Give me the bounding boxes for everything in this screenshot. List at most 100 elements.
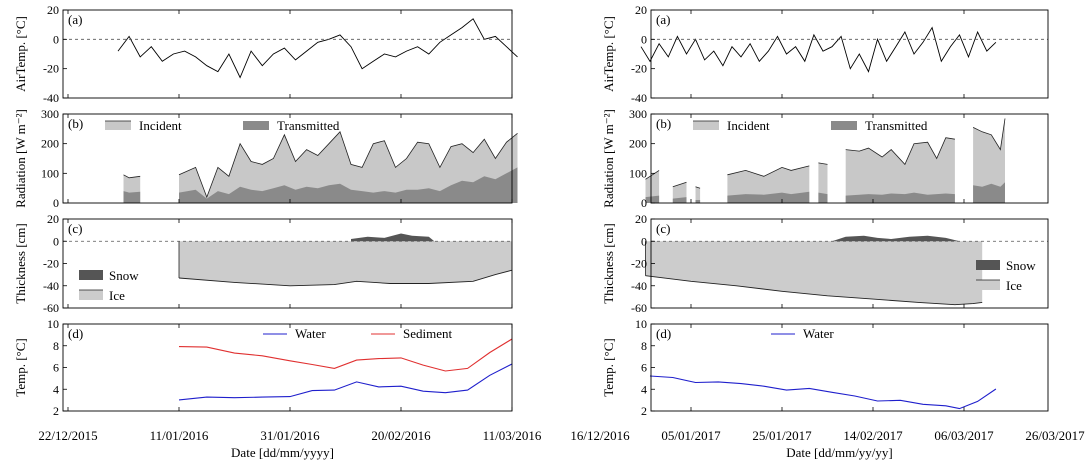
incident-area-segment bbox=[727, 165, 810, 203]
incident-outline bbox=[845, 137, 955, 166]
panel-frame bbox=[62, 113, 513, 204]
legend-swatch-snow bbox=[79, 270, 103, 280]
snow-area bbox=[832, 235, 960, 242]
incident-outline bbox=[178, 131, 518, 199]
legend-label-ice: Ice bbox=[1006, 278, 1022, 293]
transmitted-area-segment bbox=[123, 191, 141, 203]
y-tick-label: -40 bbox=[631, 91, 647, 105]
ice-area bbox=[645, 241, 983, 305]
incident-area-segment bbox=[645, 170, 660, 203]
y-tick-label: -20 bbox=[631, 62, 647, 76]
y-tick-label: 2 bbox=[641, 404, 647, 418]
legend-label-snow: Snow bbox=[109, 268, 139, 283]
y-tick-label: 10 bbox=[635, 317, 647, 331]
y-axis-label: Temp. [°C] bbox=[601, 338, 616, 396]
legend-swatch-incident bbox=[105, 121, 131, 130]
incident-outline bbox=[123, 174, 141, 179]
ice-area bbox=[179, 241, 512, 286]
x-tick-label: 06/03/2017 bbox=[934, 428, 994, 443]
y-axis-label: AirTemp. [°C] bbox=[13, 16, 28, 92]
legend-label-ice: Ice bbox=[109, 288, 125, 303]
panel-frame bbox=[650, 9, 1049, 99]
y-tick-label: 4 bbox=[53, 382, 59, 396]
y-tick-label: 0 bbox=[53, 234, 59, 248]
y-tick-label: -20 bbox=[43, 257, 59, 271]
x-tick-label: 20/02/2016 bbox=[371, 428, 431, 443]
legend-label-water: Water bbox=[295, 326, 326, 341]
transmitted-area-segment bbox=[179, 167, 518, 203]
x-tick-label: 16/12/2016 bbox=[570, 428, 630, 443]
y-tick-label: 8 bbox=[641, 339, 647, 353]
legend-swatch-snow bbox=[976, 260, 1000, 270]
transmitted-area-segment bbox=[818, 192, 828, 203]
x-axis-label: Date [dd/mm/yyyy] bbox=[231, 445, 334, 460]
y-tick-label: 0 bbox=[641, 234, 647, 248]
legend-label-water: Water bbox=[803, 326, 834, 341]
x-tick-label: 25/01/2017 bbox=[752, 428, 812, 443]
incident-area-segment bbox=[179, 131, 518, 203]
y-tick-label: 100 bbox=[41, 166, 59, 180]
panel-d: 2 4 6 8 10 (d) Temp. [°C] Water Sediment bbox=[13, 317, 513, 418]
panel-letter: (c) bbox=[656, 221, 670, 236]
panel-a: -40 -20 0 20 (a) AirTemp. [°C] bbox=[13, 3, 518, 105]
x-tick-label: 31/01/2016 bbox=[260, 428, 320, 443]
y-tick-label: -20 bbox=[43, 62, 59, 76]
panel-b: 0 100 200 300 (b) Radiation [W m⁻²] Incident Tr… bbox=[13, 107, 518, 210]
y-tick-label: 6 bbox=[641, 361, 647, 375]
y-tick-label: -20 bbox=[631, 257, 647, 271]
y-tick-label: 300 bbox=[629, 107, 647, 121]
y-tick-label: 4 bbox=[641, 382, 647, 396]
legend-label-incident: Incident bbox=[727, 118, 770, 133]
incident-area-segment bbox=[845, 137, 955, 203]
y-tick-label: 10 bbox=[47, 317, 59, 331]
y-tick-label: -40 bbox=[43, 279, 59, 293]
legend-label-sediment: Sediment bbox=[403, 326, 452, 341]
y-tick-label: 200 bbox=[41, 137, 59, 151]
water-line bbox=[178, 363, 513, 401]
x-tick-label: 14/02/2017 bbox=[843, 428, 903, 443]
y-axis-label: Thickness [cm] bbox=[601, 223, 616, 304]
y-tick-label: -40 bbox=[43, 91, 59, 105]
y-tick-label: 6 bbox=[53, 361, 59, 375]
airtemp-line bbox=[117, 18, 518, 79]
panel-c: -60 -40 -20 0 20 (c) Thickness [cm] Snow Ice bbox=[601, 212, 1049, 315]
y-axis-label: Thickness [cm] bbox=[13, 223, 28, 304]
incident-outline bbox=[672, 181, 687, 188]
y-axis-label: AirTemp. [°C] bbox=[601, 16, 616, 92]
ice-bottom-line bbox=[178, 269, 513, 287]
incident-outline bbox=[818, 162, 828, 165]
transmitted-area-segment bbox=[645, 195, 660, 203]
incident-outline bbox=[972, 118, 1006, 151]
transmitted-area-segment bbox=[695, 200, 701, 203]
y-tick-label: -40 bbox=[631, 279, 647, 293]
y-tick-label: 200 bbox=[629, 137, 647, 151]
incident-outline bbox=[645, 170, 660, 180]
sediment-line bbox=[178, 338, 513, 372]
y-tick-label: 8 bbox=[53, 339, 59, 353]
panel-letter: (b) bbox=[656, 116, 671, 131]
panel-c: -60 -40 -20 0 20 (c) Thickness [cm] Snow Ice bbox=[13, 212, 513, 315]
incident-area-segment bbox=[695, 186, 701, 203]
panel-letter: (d) bbox=[656, 326, 671, 341]
legend-label-incident: Incident bbox=[139, 118, 182, 133]
y-tick-label: 20 bbox=[635, 3, 647, 17]
transmitted-area-segment bbox=[672, 197, 687, 203]
y-axis-label: Temp. [°C] bbox=[13, 338, 28, 396]
legend-label-transmitted: Transmitted bbox=[277, 118, 340, 133]
snow-area bbox=[351, 233, 435, 242]
y-tick-label: 0 bbox=[641, 32, 647, 46]
x-tick-label: 11/01/2016 bbox=[150, 428, 209, 443]
y-tick-label: -60 bbox=[631, 301, 647, 315]
panel-frame bbox=[650, 113, 1049, 204]
x-tick-label: 05/01/2017 bbox=[661, 428, 721, 443]
y-tick-label: 20 bbox=[47, 3, 59, 17]
y-tick-label: 0 bbox=[53, 196, 59, 210]
panel-letter: (c) bbox=[68, 221, 82, 236]
panel-frame bbox=[62, 9, 513, 99]
legend-swatch-transmitted bbox=[243, 121, 269, 130]
incident-outline bbox=[727, 165, 810, 177]
y-tick-label: 300 bbox=[41, 107, 59, 121]
legend-swatch-incident bbox=[693, 121, 719, 130]
incident-outline bbox=[695, 186, 701, 189]
